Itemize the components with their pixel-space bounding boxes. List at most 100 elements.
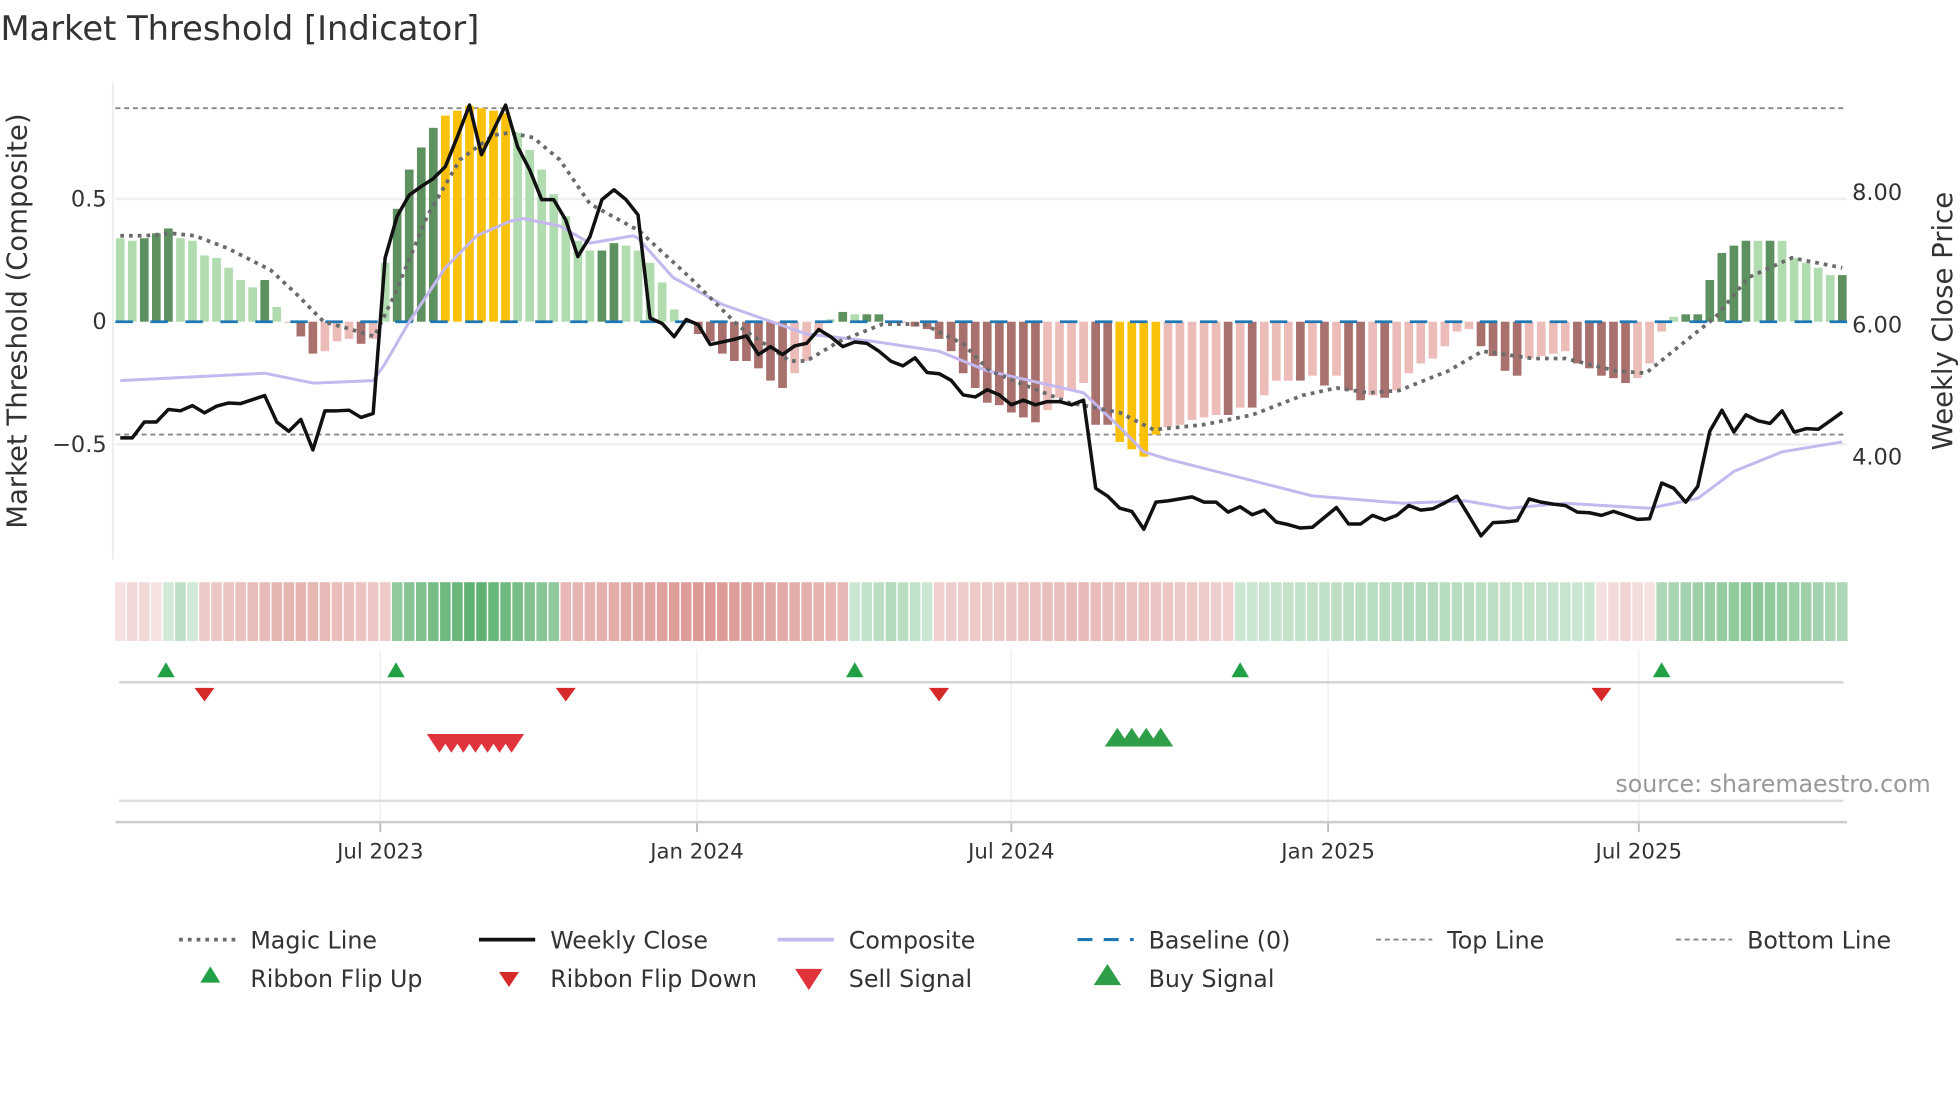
ribbon-stripe	[1150, 582, 1162, 641]
ribbon-stripe	[801, 582, 812, 641]
x-tick-label: Jul 2024	[966, 839, 1054, 864]
composite-bar	[982, 321, 992, 403]
composite-bar	[1464, 321, 1474, 330]
ribbon-stripe	[777, 582, 788, 641]
ribbon-stripe	[1427, 582, 1439, 641]
legend-item-buy: Buy Signal	[1093, 963, 1274, 993]
composite-bar	[657, 282, 667, 322]
ribbon-stripe	[1018, 582, 1029, 641]
legend-label: Sell Signal	[849, 965, 972, 993]
ribbon-stripe	[849, 582, 861, 641]
ribbon-stripe	[1162, 582, 1174, 641]
chart-title: Market Threshold [Indicator]	[0, 9, 479, 48]
composite-bar	[549, 194, 559, 322]
ribbon-stripe	[391, 582, 403, 641]
composite-bar	[501, 113, 510, 322]
composite-bar	[1067, 321, 1076, 391]
composite-bar	[453, 110, 462, 322]
ribbon-stripe	[403, 582, 415, 641]
composite-bar	[296, 321, 306, 337]
composite-bar	[380, 262, 390, 322]
composite-bar	[1681, 314, 1691, 322]
ribbon-stripe	[1692, 582, 1704, 641]
ribbon-stripe	[1764, 582, 1776, 641]
ribbon-stripe	[1198, 582, 1210, 641]
composite-bar	[1356, 321, 1365, 401]
composite-bar	[946, 321, 956, 352]
ribbon-stripe	[1114, 582, 1126, 641]
ribbon-flip-down-marker	[1591, 687, 1612, 702]
composite-bar	[489, 110, 498, 322]
composite-bar	[1019, 321, 1028, 418]
ribbon-flip-down-marker	[194, 687, 215, 702]
composite-bar	[1139, 321, 1149, 457]
composite-bar	[260, 279, 270, 322]
ribbon-stripe	[1463, 582, 1475, 641]
ribbon-stripe	[729, 582, 740, 641]
composite-bar	[1488, 321, 1498, 357]
composite-bar	[1416, 321, 1426, 364]
composite-bar	[1320, 321, 1329, 386]
composite-bar	[934, 321, 944, 339]
ribbon-stripe	[1331, 582, 1342, 641]
ribbon-stripe	[259, 582, 270, 641]
composite-bar	[573, 240, 583, 322]
left-tick-label: 0	[92, 309, 106, 335]
left-axis-label: Market Threshold (Composite)	[2, 113, 34, 528]
composite-bar	[1825, 275, 1835, 322]
ribbon-stripe	[452, 582, 463, 641]
ribbon-stripe	[981, 582, 993, 641]
composite-line	[120, 217, 1843, 510]
flip-down-icon	[498, 972, 519, 988]
ribbon-stripe	[548, 582, 560, 641]
legend-label: Weekly Close	[550, 926, 708, 954]
ribbon-stripe	[211, 582, 222, 641]
ribbon-stripe	[765, 582, 776, 641]
ribbon-flip-up-marker	[846, 662, 864, 678]
ribbon-stripe	[632, 582, 644, 641]
composite-bar	[1271, 321, 1281, 381]
ribbon-stripe	[921, 582, 933, 641]
ribbon-stripe	[428, 582, 439, 641]
legend-item-flipup: Ribbon Flip Up	[200, 965, 422, 993]
ribbon-stripe	[1090, 582, 1101, 641]
composite-bar	[212, 257, 221, 322]
ribbon-stripe	[861, 582, 873, 641]
magic-line	[120, 130, 1843, 432]
ribbon-stripe	[825, 582, 836, 641]
ribbon-stripe	[1210, 582, 1222, 641]
ribbon-stripe	[1547, 582, 1559, 641]
composite-bar	[1597, 321, 1606, 376]
ribbon-stripe	[668, 582, 680, 641]
composite-bar	[597, 250, 607, 322]
buy-signal-icon	[1093, 963, 1122, 986]
ribbon-stripe	[1439, 582, 1451, 641]
right-tick-label: 8.00	[1852, 180, 1902, 206]
ribbon-stripe	[247, 582, 258, 641]
ribbon-stripe	[1716, 582, 1728, 641]
composite-bar	[838, 311, 848, 322]
composite-bar	[742, 321, 751, 361]
composite-bar	[730, 321, 739, 361]
composite-bar	[1404, 321, 1414, 374]
x-tick-label: Jan 2025	[1279, 839, 1375, 864]
composite-bar	[1031, 321, 1040, 423]
composite-bar	[1079, 321, 1088, 384]
ribbon-stripe	[295, 582, 307, 641]
ribbon-stripe	[1343, 582, 1354, 641]
ribbon-stripe	[1246, 582, 1258, 641]
legend-item-close: Weekly Close	[478, 926, 708, 954]
legend: Magic Line Weekly Close Composite Baseline …	[179, 926, 1891, 993]
composite-bar	[1524, 321, 1534, 359]
ribbon-stripe	[1560, 582, 1571, 641]
ribbon-stripe	[1174, 582, 1186, 641]
composite-bar	[1091, 321, 1100, 425]
ribbon-stripe	[1584, 582, 1595, 641]
composite-bar	[152, 233, 161, 322]
composite-bar	[1536, 321, 1546, 357]
composite-bar	[1380, 321, 1390, 398]
ribbon-stripe	[1523, 582, 1535, 641]
composite-bar	[392, 208, 402, 322]
source-credit: source: sharemaestro.com	[1615, 770, 1930, 798]
ribbon-stripe	[717, 582, 728, 641]
